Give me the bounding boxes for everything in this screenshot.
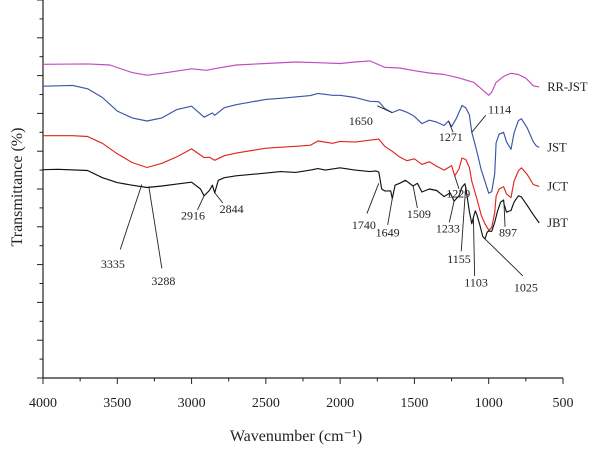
annotation-leader [472,217,476,276]
annotation-leader [377,105,393,114]
annotation-label: 1650 [349,114,373,128]
x-tick-label: 3500 [103,396,131,411]
axes: 4000 3500 3000 2500 2000 1500 1000 500 [29,0,574,411]
annotation-layer: 1650 1114 1271 1229 3335 3288 2916 2844 17401649… [101,103,538,295]
series-label: RR-JST [547,80,588,94]
series-label-layer: RR-JST JST JCT JBT [547,80,588,230]
annotation-label: 3288 [151,274,175,288]
annotation-label: 3335 [101,257,125,271]
annotation-label: 1103 [464,275,488,289]
x-tick-label: 1500 [400,396,428,411]
y-axis-title: Transmittance (%) [9,128,26,247]
series-label: JCT [547,179,568,193]
series-line [42,60,540,96]
annotation-leader [460,187,467,252]
series-line [42,167,540,240]
annotation-label: 1233 [436,222,460,236]
series-label: JST [547,140,567,154]
annotation-leader [503,204,506,227]
annotation-label: 1025 [514,280,538,294]
x-tick-label: 4000 [29,396,57,411]
annotation-leader [484,238,524,277]
annotation-label: 2916 [181,208,205,222]
annotation-leader [387,198,393,225]
annotation-label: 1271 [439,130,463,144]
annotation-label: 1229 [446,187,470,201]
series-label: JBT [547,216,568,230]
annotation-leader [454,175,460,190]
annotation-leader [214,192,224,204]
annotation-label: 897 [499,225,517,239]
x-tick-label: 2500 [252,396,280,411]
annotation-leader [119,184,143,250]
annotation-label: 1114 [488,103,511,117]
x-tick-label: 3000 [178,396,206,411]
annotation-leader [197,195,205,210]
annotation-label: 1509 [407,207,431,221]
annotation-leader [148,186,163,269]
annotation-leader [448,120,454,133]
annotation-label: 1155 [447,252,471,266]
annotation-label: 1649 [376,225,400,239]
annotation-leader [412,185,418,208]
annotation-leader [471,115,487,133]
series-line [42,84,540,194]
x-tick-label: 1000 [475,396,503,411]
x-tick-label: 500 [553,396,574,411]
series-line [43,135,540,231]
annotation-leader [366,183,380,214]
annotation-label: 1740 [352,218,376,232]
x-tick-label: 2000 [326,396,354,411]
x-axis-title: Wavenumber (cm⁻¹) [230,428,362,445]
annotation-label: 2844 [220,202,244,216]
series-layer [42,60,540,240]
annotation-leader [448,200,455,223]
